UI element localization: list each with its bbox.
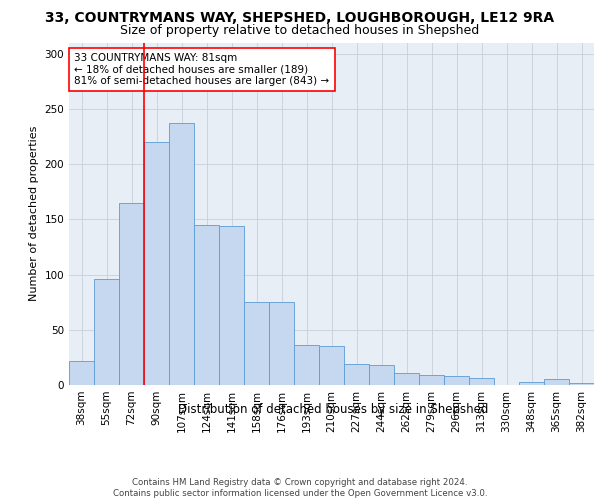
- Bar: [219, 226, 244, 385]
- Text: Contains HM Land Registry data © Crown copyright and database right 2024.
Contai: Contains HM Land Registry data © Crown c…: [113, 478, 487, 498]
- Text: Distribution of detached houses by size in Shepshed: Distribution of detached houses by size …: [178, 402, 488, 415]
- Bar: [469, 378, 494, 385]
- Bar: [69, 360, 94, 385]
- Bar: [294, 345, 319, 385]
- Bar: [119, 202, 144, 385]
- Text: 33 COUNTRYMANS WAY: 81sqm
← 18% of detached houses are smaller (189)
81% of semi: 33 COUNTRYMANS WAY: 81sqm ← 18% of detac…: [74, 53, 329, 86]
- Text: Size of property relative to detached houses in Shepshed: Size of property relative to detached ho…: [121, 24, 479, 37]
- Bar: [194, 225, 219, 385]
- Bar: [419, 375, 444, 385]
- Bar: [169, 123, 194, 385]
- Bar: [344, 364, 369, 385]
- Bar: [269, 302, 294, 385]
- Bar: [444, 376, 469, 385]
- Bar: [369, 365, 394, 385]
- Bar: [394, 373, 419, 385]
- Bar: [544, 380, 569, 385]
- Y-axis label: Number of detached properties: Number of detached properties: [29, 126, 39, 302]
- Bar: [319, 346, 344, 385]
- Bar: [94, 279, 119, 385]
- Bar: [244, 302, 269, 385]
- Text: 33, COUNTRYMANS WAY, SHEPSHED, LOUGHBOROUGH, LE12 9RA: 33, COUNTRYMANS WAY, SHEPSHED, LOUGHBORO…: [46, 11, 554, 25]
- Bar: [144, 142, 169, 385]
- Bar: [519, 382, 544, 385]
- Bar: [569, 383, 594, 385]
